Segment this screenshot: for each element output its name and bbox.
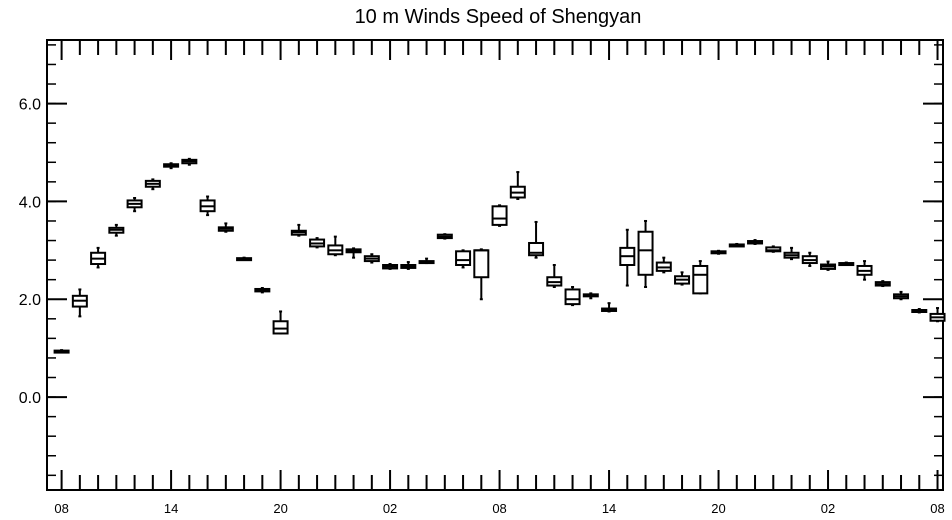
box-48	[929, 307, 946, 323]
box-32	[637, 219, 654, 289]
box-39	[765, 245, 782, 253]
box-8	[199, 195, 216, 217]
box-0	[53, 349, 70, 354]
box-25	[509, 171, 526, 200]
x-tick-label: 20	[711, 501, 725, 516]
x-tick-label: 14	[602, 501, 616, 516]
box-iqr	[455, 250, 472, 267]
box-26	[528, 220, 545, 259]
y-tick-label: 0.0	[19, 390, 41, 407]
box-40	[783, 246, 800, 261]
box-22	[455, 249, 472, 269]
box-37	[728, 242, 745, 248]
box-5	[144, 178, 161, 191]
box-29	[582, 292, 599, 300]
x-tick-label: 08	[54, 501, 68, 516]
chart-title: 10 m Winds Speed of Shengyan	[355, 6, 642, 28]
x-tick-label: 08	[930, 501, 944, 516]
box-27	[546, 264, 563, 289]
box-17	[363, 253, 380, 264]
box-20	[418, 257, 435, 265]
box-21	[436, 233, 453, 240]
box-35	[692, 260, 709, 295]
box-33	[655, 256, 672, 274]
box-38	[747, 239, 764, 245]
box-2	[90, 246, 107, 269]
box-iqr	[491, 205, 508, 226]
box-9	[217, 222, 234, 233]
x-tick-label: 02	[383, 501, 397, 516]
box-31	[619, 228, 636, 287]
x-tick-label: 02	[821, 501, 835, 516]
box-iqr	[564, 288, 581, 306]
y-tick-label: 4.0	[19, 194, 41, 211]
box-12	[272, 310, 289, 335]
box-16	[345, 247, 362, 259]
box-14	[309, 237, 326, 249]
box-28	[564, 286, 581, 307]
box-18	[382, 263, 399, 270]
box-1	[71, 288, 88, 318]
box-41	[801, 251, 818, 267]
box-iqr	[692, 264, 709, 295]
box-24	[491, 204, 508, 227]
box-15	[327, 235, 344, 257]
box-iqr	[637, 230, 654, 276]
box-23	[473, 248, 490, 301]
box-44	[856, 260, 873, 281]
plot-frame	[46, 39, 944, 491]
box-45	[874, 280, 891, 288]
y-axis: 0.0 2.0 4.0 6.0	[19, 44, 943, 477]
box-4	[126, 196, 143, 213]
x-axis: 08 14 20 02 08 14 20 02 08	[54, 40, 945, 516]
box-iqr	[473, 249, 490, 279]
box-7	[181, 157, 198, 166]
x-tick-label: 08	[492, 501, 506, 516]
box-11	[254, 286, 271, 294]
box-iqr	[272, 320, 289, 335]
box-10	[236, 256, 253, 262]
y-tick-label: 2.0	[19, 292, 41, 309]
box-47	[911, 308, 928, 314]
box-34	[674, 271, 691, 286]
box-19	[400, 261, 417, 270]
y-tick-label: 6.0	[19, 97, 41, 114]
box-3	[108, 223, 125, 237]
box-30	[601, 302, 618, 313]
x-tick-label: 20	[273, 501, 287, 516]
box-6	[163, 162, 180, 170]
box-series	[53, 157, 946, 354]
box-43	[838, 261, 855, 267]
box-36	[710, 249, 727, 255]
box-13	[290, 223, 307, 237]
x-tick-label: 14	[164, 501, 178, 516]
box-42	[820, 260, 837, 271]
box-46	[893, 290, 910, 301]
